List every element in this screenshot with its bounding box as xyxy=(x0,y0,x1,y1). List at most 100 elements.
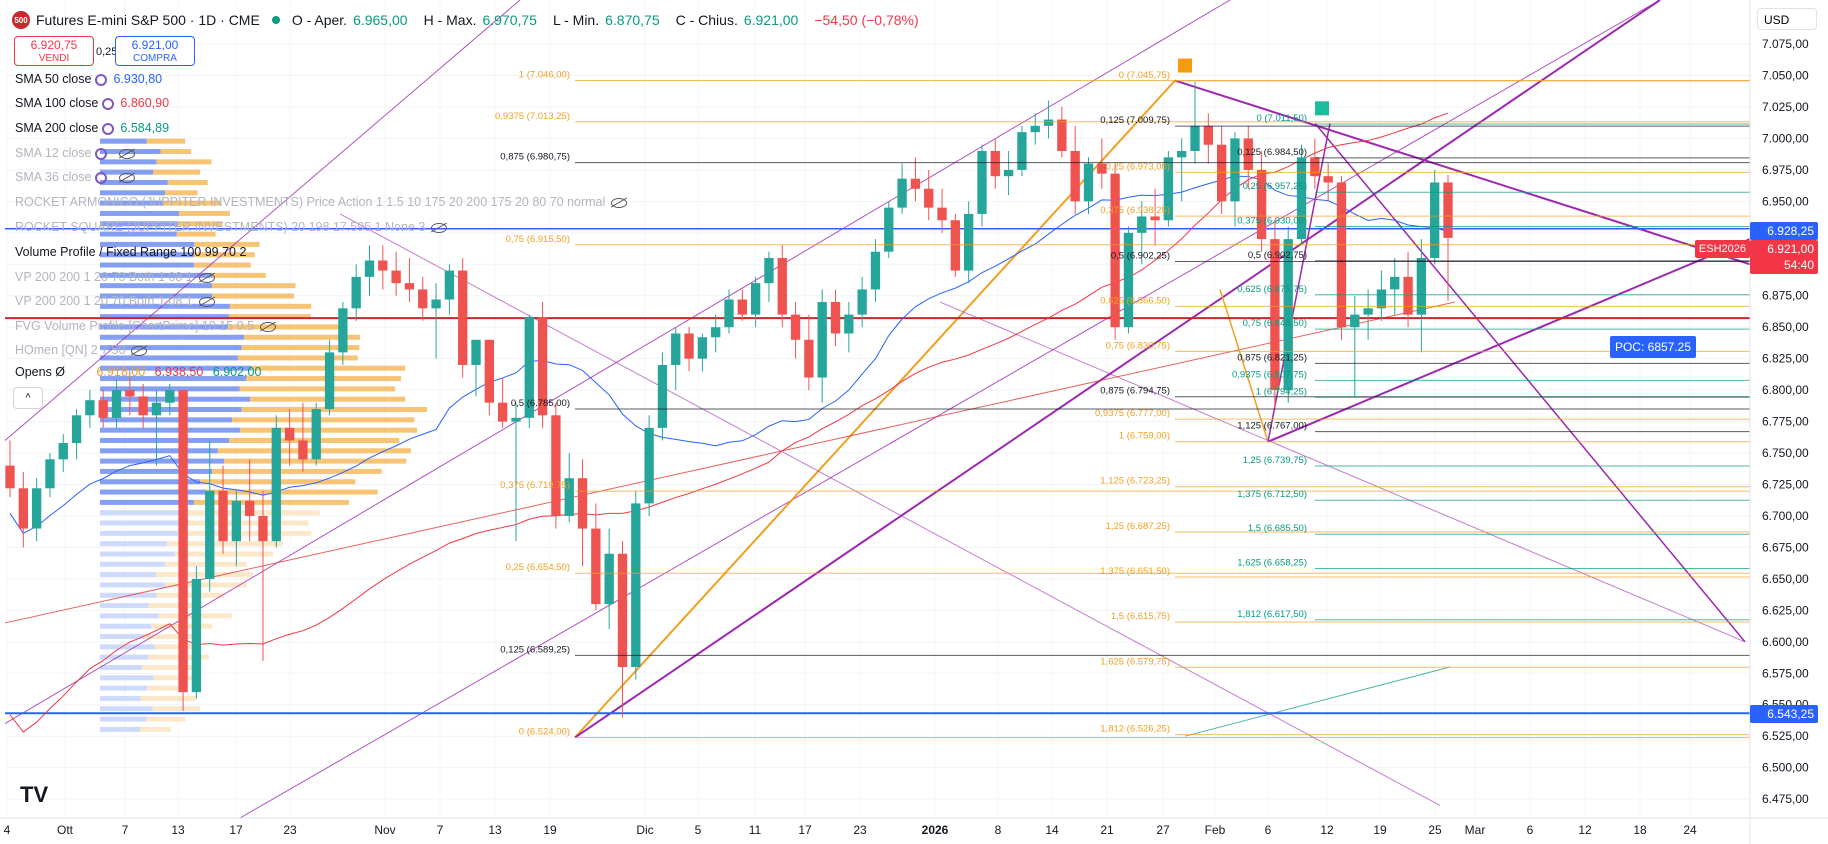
candle xyxy=(271,415,281,548)
sma50-price-label: 6.928,25 xyxy=(1750,222,1818,240)
legend-item[interactable]: SMA 100 close 6.860,90 xyxy=(15,96,169,110)
vp-bar-orange xyxy=(177,221,223,227)
candle xyxy=(1017,125,1027,177)
legend-item-name: SMA 12 close xyxy=(15,146,92,160)
candle xyxy=(977,144,987,227)
price-tick-label: 7.000,00 xyxy=(1762,131,1809,145)
candle xyxy=(804,314,814,391)
sync-icon[interactable] xyxy=(95,171,108,184)
vp-bar-orange xyxy=(240,427,418,433)
vp-bar-orange xyxy=(152,706,200,712)
time-tick-label: 7 xyxy=(122,823,129,837)
hidden-eye-icon[interactable] xyxy=(131,345,148,356)
legend-item-opens[interactable]: Opens Ø xyxy=(15,365,65,379)
hidden-eye-icon[interactable] xyxy=(198,296,215,307)
legend-item[interactable]: SMA 200 close 6.584,89 xyxy=(15,121,169,135)
legend-item[interactable]: SMA 36 close xyxy=(15,170,136,184)
close-value: 6.921,00 xyxy=(743,12,799,28)
legend-item[interactable]: SMA 12 close xyxy=(15,146,136,160)
buy-button[interactable]: 6.921,00 COMPRA xyxy=(115,36,195,66)
vp-bar-orange xyxy=(176,231,216,237)
time-tick-label: 19 xyxy=(543,823,557,837)
fib-level-label: 0 (7.045,75) xyxy=(1119,70,1170,81)
legend-item[interactable]: ROCKET ARMONICO (JUPPITER INVESTMENTS) P… xyxy=(15,195,628,209)
hidden-eye-icon[interactable] xyxy=(431,222,448,233)
candle-body xyxy=(1243,138,1253,170)
candle-body xyxy=(577,478,588,529)
price-tick-label: 6.475,00 xyxy=(1762,792,1809,806)
currency-selector[interactable]: USD xyxy=(1757,8,1817,30)
legend-item[interactable]: HOmen [QN] 2 7 50 xyxy=(15,343,148,357)
legend-item[interactable]: ROCKET SQUARE (JUPPITER INVESTMENTS) 20 … xyxy=(15,220,448,234)
fib-level-label: 0,625 (6.875,75) xyxy=(1237,284,1307,295)
fib-level-label: 0 (6.524,00) xyxy=(519,726,570,737)
collapse-legend-button[interactable]: ^ xyxy=(13,387,43,409)
fib-level-label: 0,375 (6.930,00) xyxy=(1237,216,1307,227)
symbol-title[interactable]: Futures E-mini S&P 500 · 1D · CME xyxy=(36,12,260,28)
sync-icon[interactable] xyxy=(95,147,108,160)
teal-line xyxy=(1184,666,1451,737)
candle-body xyxy=(205,490,215,579)
vp-bar-blue xyxy=(100,479,201,485)
hidden-eye-icon[interactable] xyxy=(119,172,136,183)
fib-level-label: 0,5 (6.902,75) xyxy=(1248,250,1307,261)
hidden-eye-icon[interactable] xyxy=(198,272,215,283)
candle xyxy=(351,264,361,321)
candle-body xyxy=(631,503,641,667)
close-label: C - Chius. xyxy=(675,12,738,28)
candle xyxy=(165,383,175,416)
vp-bar-orange xyxy=(179,210,230,216)
vp-bar-orange xyxy=(194,241,260,247)
legend-item[interactable]: VP 200 200 1 20 70 Both 1 08 1 xyxy=(15,270,215,284)
candle-body xyxy=(990,151,1000,177)
candle-body xyxy=(1097,163,1107,174)
tradingview-logo[interactable]: TV xyxy=(20,782,49,807)
legend-item[interactable]: FVG Volume Profile [ChartPrime] 10 15 0.… xyxy=(15,319,276,333)
candle-body xyxy=(178,390,188,693)
candle xyxy=(844,302,854,353)
candle xyxy=(924,169,934,221)
vp-bar-blue xyxy=(100,210,180,216)
hidden-eye-icon[interactable] xyxy=(260,321,276,332)
legend-item[interactable]: Volume Profile / Fixed Range 100 99 70 2 xyxy=(15,245,246,259)
vp-bar-orange xyxy=(140,695,197,701)
fib-level-label: 0,125 (6.589,25) xyxy=(500,644,570,655)
time-axis[interactable]: 4 Ott 7 13 17 23 Nov 7 13 19 Dic 5 11 17 23 2026 8 14 21 27… xyxy=(4,823,1697,837)
sell-button[interactable]: 6.920,75 VENDI xyxy=(14,36,94,66)
time-tick-label: Mar xyxy=(1465,823,1486,837)
hidden-eye-icon[interactable] xyxy=(611,197,628,208)
sync-icon[interactable] xyxy=(95,73,108,86)
hidden-eye-icon[interactable] xyxy=(119,148,136,159)
time-tick-label: 12 xyxy=(1320,823,1334,837)
candle-body xyxy=(1150,216,1160,221)
vp-bar-orange xyxy=(212,283,296,289)
candle-body xyxy=(524,317,534,418)
legend-item[interactable]: VP 200 200 1 20 70 Both 1 08 1 xyxy=(15,294,215,308)
sync-icon[interactable] xyxy=(102,122,115,135)
sync-icon[interactable] xyxy=(102,97,115,110)
fib-level-label: 1,625 (6.658,25) xyxy=(1237,558,1307,569)
candle-body xyxy=(737,299,747,315)
vp-bar-orange xyxy=(229,303,312,309)
vp-bar-blue xyxy=(100,603,149,609)
vp-bar-orange xyxy=(141,664,193,670)
candle xyxy=(524,314,534,428)
fib-level-label: 0,125 (7.009,75) xyxy=(1100,115,1170,126)
legend-item[interactable]: SMA 50 close 6.930,80 xyxy=(15,72,162,86)
price-tick-label: 7.050,00 xyxy=(1762,69,1809,83)
candle-body xyxy=(378,260,388,271)
candle-body xyxy=(364,260,375,277)
candle xyxy=(657,352,668,441)
candle xyxy=(85,390,95,428)
time-tick-label: 17 xyxy=(798,823,812,837)
vp-bar-blue xyxy=(100,303,230,309)
price-tick-label: 6.500,00 xyxy=(1762,761,1809,775)
fib-level-label: 0,375 (6.938,25) xyxy=(1100,205,1170,216)
candles[interactable] xyxy=(5,81,1453,718)
vp-bar-blue xyxy=(100,407,242,413)
fib-level-label: 1,375 (6.651,50) xyxy=(1100,566,1170,577)
time-tick-label: 25 xyxy=(1428,823,1442,837)
open-value: 6.965,00 xyxy=(353,12,408,28)
vp-bar-blue xyxy=(100,499,194,505)
